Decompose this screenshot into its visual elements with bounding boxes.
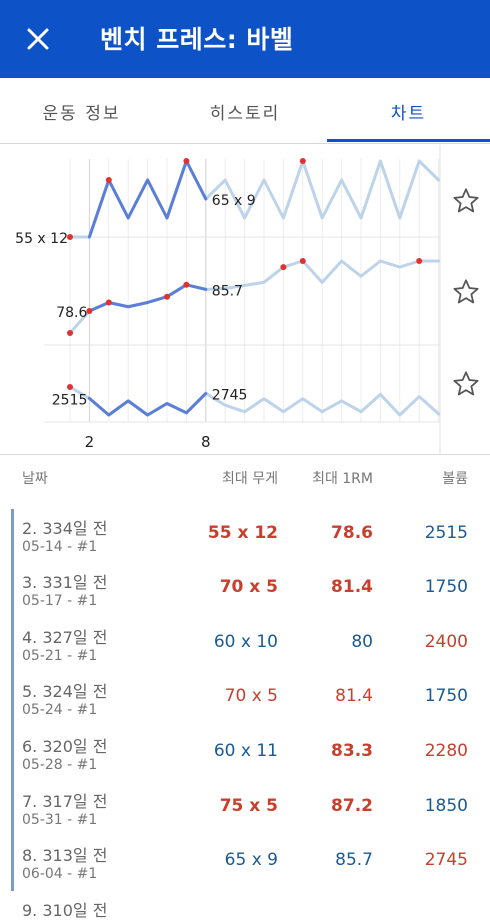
tab-exercise-info[interactable]: 운동 정보	[42, 103, 121, 124]
row-max-1rm: 81.4	[335, 686, 373, 707]
row-volume: 2745	[424, 850, 468, 871]
chart-area: 55 x 12 65 x 9 78.6 85.7 2515 2745 2 8	[0, 145, 490, 455]
row-accent-bar	[11, 563, 14, 618]
header-volume: 볼륨	[442, 471, 468, 487]
row-title: 9. 310일 전	[22, 900, 108, 920]
table-row[interactable]: 4. 327일 전 05-21 - #1 60 x 10 80 2400	[0, 617, 490, 673]
row-accent-bar	[11, 836, 14, 891]
row-date: 05-14 - #1	[22, 538, 98, 555]
table-row[interactable]: 2. 334일 전 05-14 - #1 55 x 12 78.6 2515	[0, 508, 490, 564]
header-date: 날짜	[22, 471, 48, 487]
series-line-background	[68, 259, 441, 335]
record-point	[67, 384, 73, 390]
row-accent-bar	[11, 672, 14, 727]
table-row[interactable]: 9. 310일 전	[0, 891, 490, 924]
row-max-1rm: 78.6	[331, 522, 373, 543]
data-label: 78.6	[56, 305, 87, 321]
row-max-1rm: 83.3	[331, 740, 373, 761]
table-row[interactable]: 7. 317일 전 05-31 - #1 75 x 5 87.2 1850	[0, 781, 490, 837]
record-point	[105, 299, 112, 306]
row-accent-bar	[11, 617, 14, 673]
row-title: 4. 327일 전	[22, 627, 108, 647]
record-point	[67, 330, 73, 336]
data-label: 2745	[212, 387, 248, 403]
row-max-1rm: 87.2	[331, 795, 373, 816]
row-date: 05-17 - #1	[22, 593, 98, 610]
row-date: 05-07 - #1	[22, 496, 97, 500]
row-max-weight: 70 x 5	[224, 686, 278, 707]
record-point	[67, 234, 73, 240]
app-bar: 벤치 프레스: 바벨	[0, 0, 490, 78]
row-accent-bar	[11, 781, 14, 837]
table-row[interactable]: 6. 320일 전 05-28 - #1 60 x 11 83.3 2280	[0, 726, 490, 782]
table-row[interactable]: 05-07 - #150 x 1271.43040	[0, 496, 490, 509]
data-label: 65 x 9	[212, 193, 256, 209]
row-title: 2. 334일 전	[22, 518, 108, 538]
row-max-weight: 75 x 5	[219, 795, 278, 816]
row-title: 8. 313일 전	[22, 846, 108, 866]
row-volume: 2280	[424, 740, 468, 761]
data-label: 2515	[52, 392, 88, 408]
row-max-weight: 60 x 10	[213, 631, 278, 652]
row-volume: 1750	[424, 686, 468, 707]
record-point	[299, 158, 306, 164]
series-line-highlight	[87, 391, 208, 417]
record-point	[164, 293, 170, 300]
table-row[interactable]: 5. 324일 전 05-24 - #1 70 x 5 81.4 1750	[0, 672, 490, 727]
row-max-weight: 70 x 5	[219, 577, 278, 598]
row-date: 05-24 - #1	[22, 702, 98, 719]
row-accent-bar	[11, 726, 14, 782]
row-date: 05-28 - #1	[22, 756, 98, 773]
row-title: 7. 317일 전	[22, 791, 108, 811]
data-label: 55 x 12	[15, 231, 68, 247]
history-list[interactable]: 05-07 - #150 x 1271.430402. 334일 전05-14 …	[0, 496, 490, 924]
series-line-background	[68, 385, 441, 417]
tab-chart[interactable]: 차트	[390, 103, 427, 124]
record-point	[280, 264, 287, 271]
star-icon[interactable]	[452, 370, 480, 398]
row-max-weight: 60 x 11	[213, 740, 278, 761]
x-tick-label: 8	[201, 433, 211, 451]
progress-chart: 55 x 12 65 x 9 78.6 85.7 2515 2745 2 8	[15, 145, 441, 455]
row-title: 5. 324일 전	[22, 682, 108, 702]
row-max-1rm: 81.4	[331, 577, 373, 598]
row-accent-bar	[11, 508, 14, 564]
record-point	[299, 258, 306, 264]
row-max-1rm: 85.7	[335, 850, 373, 871]
x-tick-label: 2	[85, 433, 95, 451]
table-header: 날짜 최대 무게 최대 1RM 볼륨	[0, 456, 490, 496]
history-rows: 05-07 - #150 x 1271.430402. 334일 전05-14 …	[0, 496, 490, 924]
page-title: 벤치 프레스: 바벨	[100, 25, 294, 54]
row-max-1rm: 80	[351, 631, 373, 652]
record-point	[183, 158, 190, 164]
row-date: 05-31 - #1	[22, 811, 98, 828]
row-title: 6. 320일 전	[22, 736, 108, 756]
row-volume: 2400	[424, 631, 468, 652]
tab-history[interactable]: 히스토리	[209, 103, 281, 124]
record-point	[416, 258, 423, 264]
row-max-weight: 55 x 12	[207, 522, 278, 543]
record-point	[86, 308, 93, 315]
star-icon[interactable]	[452, 278, 480, 306]
row-volume: 1750	[424, 577, 468, 598]
row-date: 05-21 - #1	[22, 647, 98, 664]
tab-indicator	[327, 139, 490, 142]
header-max-1rm: 최대 1RM	[312, 471, 373, 487]
table-row[interactable]: 8. 313일 전 06-04 - #1 65 x 9 85.7 2745	[0, 836, 490, 891]
row-date: 06-04 - #1	[22, 866, 98, 883]
star-icon[interactable]	[452, 187, 480, 215]
tab-bar: 운동 정보 히스토리 차트	[0, 78, 490, 144]
row-volume: 1850	[424, 795, 468, 816]
close-icon[interactable]	[14, 15, 62, 63]
row-volume: 2515	[424, 522, 468, 543]
header-max-weight: 최대 무게	[222, 471, 278, 487]
table-row[interactable]: 3. 331일 전 05-17 - #1 70 x 5 81.4 1750	[0, 563, 490, 618]
record-point	[183, 281, 190, 288]
row-max-weight: 65 x 9	[224, 850, 278, 871]
data-label: 85.7	[212, 283, 243, 299]
row-title: 3. 331일 전	[22, 573, 108, 593]
record-point	[105, 177, 112, 183]
